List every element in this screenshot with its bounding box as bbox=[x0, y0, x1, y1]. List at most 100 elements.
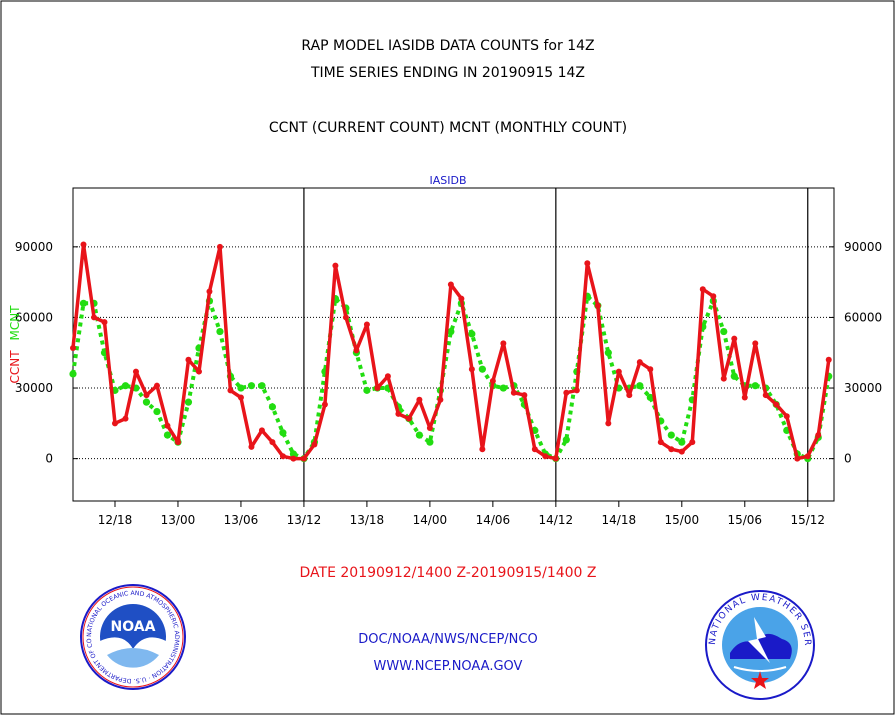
data-point-ccnt bbox=[290, 455, 297, 462]
data-point-ccnt bbox=[227, 387, 234, 394]
data-point-mcnt bbox=[289, 450, 298, 458]
data-point-ccnt bbox=[195, 368, 202, 375]
data-point-ccnt bbox=[321, 401, 328, 408]
data-point-ccnt bbox=[605, 420, 612, 427]
y-axis-ticks: 0 0 30000 30000 60000 60000 90000 90000 bbox=[15, 240, 882, 466]
data-point-ccnt bbox=[594, 302, 601, 309]
data-point-mcnt bbox=[268, 403, 277, 411]
data-point-ccnt bbox=[794, 455, 801, 462]
data-point-ccnt bbox=[132, 368, 139, 375]
data-point-ccnt bbox=[101, 319, 108, 326]
data-point-ccnt bbox=[447, 281, 454, 288]
data-point-mcnt bbox=[363, 386, 371, 394]
data-point-ccnt bbox=[573, 387, 580, 394]
x-tick-label: 14/12 bbox=[539, 513, 574, 527]
x-axis-ticks: 12/18 13/00 13/06 13/12 13/18 14/00 14/06 14/12… bbox=[98, 501, 825, 527]
data-point-ccnt bbox=[657, 439, 664, 446]
data-point-ccnt bbox=[825, 356, 832, 363]
data-point-ccnt bbox=[689, 439, 696, 446]
nws-logo: NATIONAL WEATHER SERVICE bbox=[705, 590, 815, 700]
data-point-mcnt bbox=[69, 370, 77, 378]
data-point-ccnt bbox=[731, 335, 738, 342]
data-point-ccnt bbox=[510, 389, 517, 396]
page-subtitle: TIME SERIES ENDING IN 20190915 14Z bbox=[311, 65, 585, 81]
y-tick-label-left: 0 bbox=[45, 452, 53, 466]
data-point-ccnt bbox=[395, 410, 402, 417]
data-point-ccnt bbox=[269, 439, 276, 446]
series-ccnt bbox=[70, 241, 832, 462]
data-point-mcnt bbox=[142, 398, 151, 406]
data-point-mcnt bbox=[751, 382, 759, 390]
data-point-mcnt bbox=[720, 327, 728, 336]
data-point-ccnt bbox=[80, 241, 87, 248]
y-tick-label-right: 60000 bbox=[844, 310, 882, 324]
data-point-mcnt bbox=[79, 299, 88, 307]
y-axis-label-group: CCNT MCNT bbox=[8, 305, 22, 384]
y-tick-label-right: 90000 bbox=[844, 240, 882, 254]
data-point-ccnt bbox=[468, 366, 475, 373]
data-point-ccnt bbox=[563, 389, 570, 396]
data-point-mcnt bbox=[163, 431, 172, 439]
data-point-mcnt bbox=[478, 365, 486, 373]
y-tick-label-left: 30000 bbox=[15, 381, 53, 395]
x-tick-label: 14/00 bbox=[413, 513, 448, 527]
data-point-ccnt bbox=[752, 340, 759, 347]
data-point-mcnt bbox=[468, 330, 476, 338]
data-point-ccnt bbox=[762, 392, 769, 399]
x-tick-label: 12/18 bbox=[98, 513, 133, 527]
data-point-ccnt bbox=[384, 373, 391, 380]
data-point-ccnt bbox=[500, 340, 507, 347]
data-point-ccnt bbox=[699, 286, 706, 293]
data-point-ccnt bbox=[342, 314, 349, 321]
data-point-ccnt bbox=[479, 446, 486, 453]
data-point-mcnt bbox=[604, 349, 612, 357]
data-point-ccnt bbox=[668, 446, 675, 453]
data-point-ccnt bbox=[804, 453, 811, 460]
data-point-ccnt bbox=[426, 425, 433, 432]
data-point-mcnt bbox=[153, 407, 161, 416]
data-point-ccnt bbox=[363, 321, 370, 328]
data-point-ccnt bbox=[353, 347, 360, 354]
data-point-mcnt bbox=[562, 436, 570, 444]
data-point-ccnt bbox=[815, 432, 822, 439]
data-point-ccnt bbox=[521, 392, 528, 399]
x-tick-label: 14/18 bbox=[602, 513, 637, 527]
data-point-ccnt bbox=[741, 394, 748, 401]
x-tick-label: 13/18 bbox=[350, 513, 385, 527]
y-tick-label-left: 60000 bbox=[15, 310, 53, 324]
x-tick-label: 15/00 bbox=[665, 513, 700, 527]
data-point-ccnt bbox=[279, 453, 286, 460]
data-point-mcnt bbox=[415, 431, 423, 439]
data-point-mcnt bbox=[184, 398, 193, 406]
data-point-mcnt bbox=[121, 382, 130, 390]
data-point-ccnt bbox=[374, 385, 381, 392]
data-point-ccnt bbox=[206, 288, 213, 295]
data-point-ccnt bbox=[122, 415, 129, 422]
data-point-ccnt bbox=[458, 295, 465, 302]
data-point-ccnt bbox=[584, 260, 591, 267]
chart-title: IASIDB bbox=[429, 174, 466, 187]
website-link[interactable]: WWW.NCEP.NOAA.GOV bbox=[373, 659, 523, 674]
data-point-ccnt bbox=[248, 443, 255, 450]
agency-path-link[interactable]: DOC/NOAA/NWS/NCEP/NCO bbox=[358, 632, 538, 647]
series-mcnt bbox=[69, 292, 833, 463]
y-axis-label-ccnt: CCNT bbox=[8, 350, 22, 384]
data-point-ccnt bbox=[489, 377, 496, 384]
data-point-ccnt bbox=[185, 356, 192, 363]
x-tick-label: 15/12 bbox=[790, 513, 825, 527]
x-tick-label: 13/12 bbox=[287, 513, 322, 527]
data-point-ccnt bbox=[164, 422, 171, 429]
data-point-mcnt bbox=[247, 382, 256, 390]
data-point-mcnt bbox=[258, 382, 266, 390]
data-point-mcnt bbox=[447, 327, 455, 336]
data-point-ccnt bbox=[174, 439, 181, 446]
data-point-ccnt bbox=[90, 314, 97, 321]
data-point-ccnt bbox=[143, 392, 150, 399]
data-point-ccnt bbox=[615, 368, 622, 375]
data-point-ccnt bbox=[647, 366, 654, 373]
data-point-mcnt bbox=[499, 384, 507, 392]
y-axis-label-mcnt: MCNT bbox=[8, 305, 22, 341]
data-point-ccnt bbox=[311, 441, 318, 448]
data-point-mcnt bbox=[216, 327, 224, 336]
